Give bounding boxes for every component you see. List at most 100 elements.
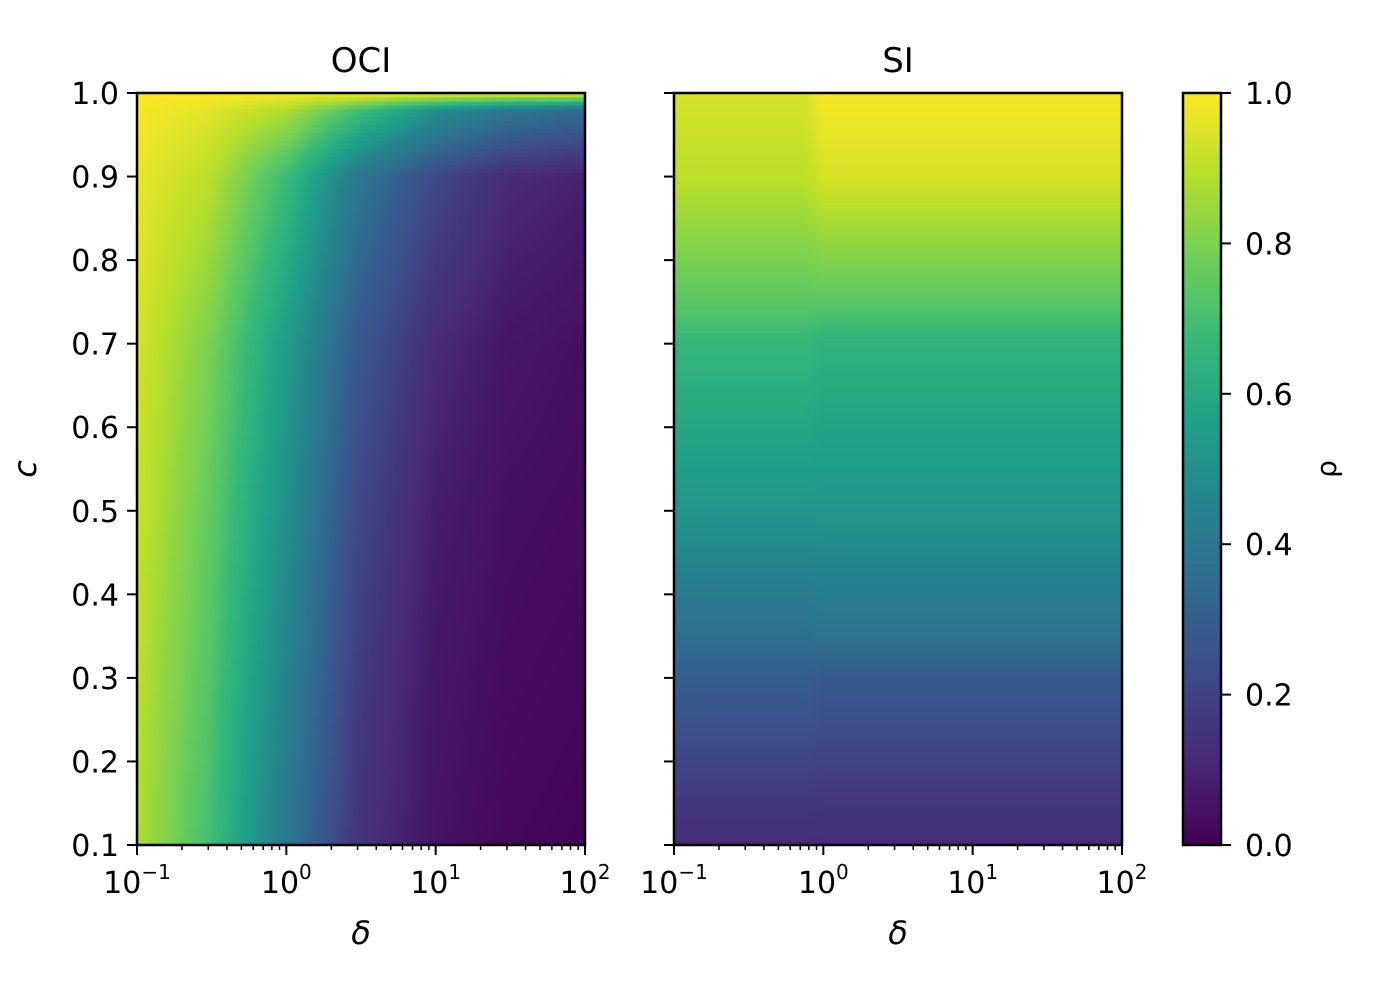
- heatmap-cell: [161, 717, 166, 722]
- heatmap-cell: [577, 841, 582, 845]
- heatmap-cell: [337, 709, 342, 714]
- heatmap-cell: [361, 725, 366, 730]
- heatmap-cell: [513, 761, 518, 766]
- heatmap-cell: [541, 833, 546, 838]
- heatmap-cell: [465, 765, 470, 770]
- heatmap-cell: [237, 701, 242, 706]
- heatmap-cell: [529, 801, 534, 806]
- heatmap-cell: [145, 745, 150, 750]
- heatmap-cell: [389, 817, 394, 822]
- heatmap-cell: [329, 705, 334, 710]
- heatmap-cell: [245, 769, 250, 774]
- heatmap-cell: [373, 781, 378, 786]
- heatmap-cell: [517, 829, 522, 834]
- heatmap-cell: [209, 753, 214, 758]
- heatmap-cell: [405, 801, 410, 806]
- heatmap-cell: [413, 833, 418, 838]
- heatmap-cell: [461, 801, 466, 806]
- heatmap-cell: [349, 689, 354, 694]
- heatmap-cell: [349, 749, 354, 754]
- heatmap-cell: [521, 821, 526, 826]
- heatmap-cell: [249, 833, 254, 838]
- heatmap-cell: [353, 773, 358, 778]
- heatmap-cell: [453, 781, 458, 786]
- heatmap-cell: [301, 781, 306, 786]
- heatmap-cell: [565, 821, 570, 826]
- heatmap-cell: [469, 733, 474, 738]
- heatmap-cell: [265, 793, 270, 798]
- heatmap-cell: [373, 697, 378, 702]
- heatmap-cell: [357, 717, 362, 722]
- heatmap-cell: [565, 669, 570, 674]
- heatmap-cell: [409, 769, 414, 774]
- heatmap-cell: [185, 745, 190, 750]
- heatmap-cell: [277, 777, 282, 782]
- heatmap-cell: [505, 777, 510, 782]
- heatmap-cell: [581, 829, 585, 834]
- heatmap-cell: [189, 745, 194, 750]
- heatmap-cell: [149, 825, 154, 830]
- heatmap-cell: [349, 797, 354, 802]
- heatmap-cell: [169, 709, 174, 714]
- heatmap-cell: [209, 737, 214, 742]
- heatmap-cell: [381, 829, 386, 834]
- heatmap-cell: [141, 785, 146, 790]
- heatmap-cell: [313, 673, 318, 678]
- heatmap-cell: [213, 689, 218, 694]
- heatmap-cell: [285, 801, 290, 806]
- heatmap-cell: [333, 685, 338, 690]
- heatmap-cell: [201, 733, 206, 738]
- heatmap-cell: [481, 729, 486, 734]
- heatmap-cell: [197, 769, 202, 774]
- heatmap-cell: [453, 801, 458, 806]
- heatmap-cell: [345, 701, 350, 706]
- heatmap-cell: [541, 841, 546, 845]
- heatmap-cell: [441, 757, 446, 762]
- heatmap-cell: [493, 785, 498, 790]
- heatmap-cell: [213, 821, 218, 826]
- heatmap-cell: [169, 821, 174, 826]
- heatmap-cell: [313, 817, 318, 822]
- heatmap-cell: [365, 725, 370, 730]
- heatmap-cell: [321, 761, 326, 766]
- heatmap-cell: [481, 765, 486, 770]
- heatmap-cell: [353, 825, 358, 830]
- heatmap-cell: [285, 745, 290, 750]
- heatmap-cell: [213, 801, 218, 806]
- heatmap-cell: [373, 733, 378, 738]
- heatmap-cell: [561, 669, 566, 674]
- heatmap-cell: [229, 665, 234, 670]
- heatmap-cell: [385, 789, 390, 794]
- heatmap-cell: [557, 765, 562, 770]
- heatmap-cell: [333, 833, 338, 838]
- heatmap-cell: [565, 733, 570, 738]
- heatmap-cell: [205, 721, 210, 726]
- heatmap-cell: [245, 717, 250, 722]
- heatmap-cell: [573, 765, 578, 770]
- heatmap-cell: [561, 781, 566, 786]
- heatmap-cell: [513, 753, 518, 758]
- heatmap-cell: [189, 705, 194, 710]
- heatmap-cell: [193, 677, 198, 682]
- heatmap-cell: [465, 809, 470, 814]
- heatmap-cell: [561, 821, 566, 826]
- heatmap-cell: [405, 729, 410, 734]
- heatmap-cell: [449, 813, 454, 818]
- heatmap-cell: [377, 729, 382, 734]
- heatmap-cell: [365, 681, 370, 686]
- heatmap-cell: [413, 709, 418, 714]
- heatmap-cell: [153, 809, 158, 814]
- heatmap-cell: [393, 825, 398, 830]
- heatmap-cell: [485, 801, 490, 806]
- heatmap-cell: [169, 689, 174, 694]
- heatmap-cell: [569, 701, 574, 706]
- heatmap-cell: [269, 777, 274, 782]
- heatmap-cell: [521, 809, 526, 814]
- heatmap-cell: [145, 725, 150, 730]
- heatmap-cell: [569, 785, 574, 790]
- heatmap-cell: [577, 773, 582, 778]
- heatmap-cell: [357, 669, 362, 674]
- heatmap-cell: [405, 829, 410, 834]
- heatmap-cell: [537, 685, 542, 690]
- heatmap-cell: [201, 789, 206, 794]
